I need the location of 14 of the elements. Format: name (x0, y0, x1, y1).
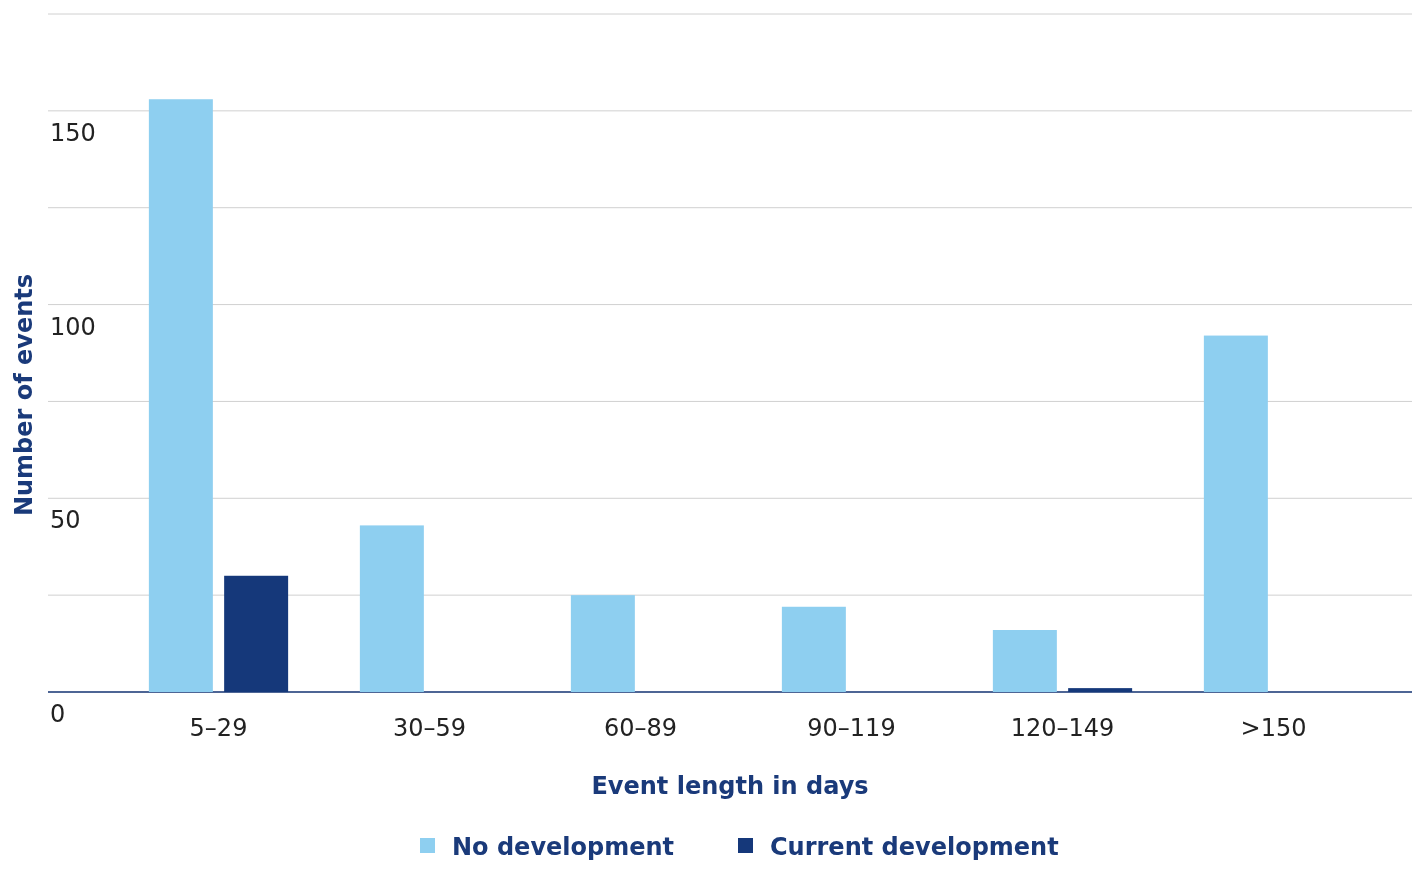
x-tick-label: 30–59 (392, 714, 467, 742)
x-axis-title: Event length in days (591, 772, 869, 800)
y-tick-label: 100 (50, 312, 96, 341)
y-axis-title: Number of events (10, 273, 38, 517)
legend-label: No development (452, 833, 675, 861)
y-tick-label: 0 (50, 700, 66, 728)
x-tick-label: 5–29 (189, 714, 248, 742)
legend-label: Current development (770, 833, 1059, 861)
x-tick-label: 60–89 (603, 714, 678, 742)
y-tick-label: 150 (50, 118, 96, 147)
x-tick-label: 120–149 (1010, 714, 1115, 742)
x-tick-label: >150 (1240, 714, 1307, 742)
x-tick-label: 90–119 (807, 714, 896, 742)
y-tick-label: 50 (50, 506, 81, 535)
